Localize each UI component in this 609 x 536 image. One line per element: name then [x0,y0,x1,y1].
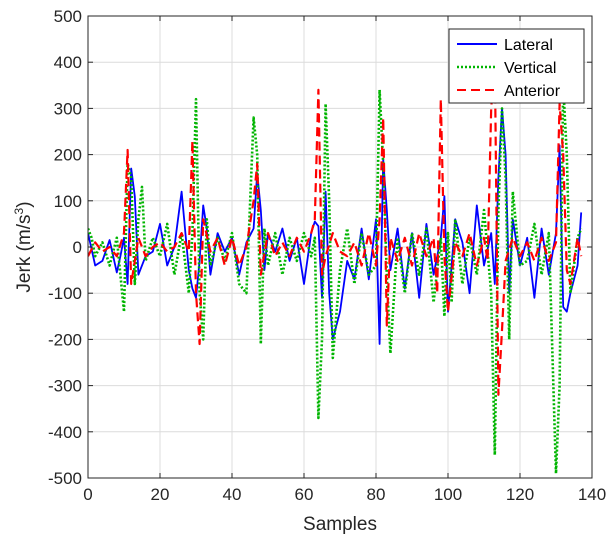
y-axis-label-main: Jerk (m/s [14,214,35,292]
y-tick-label: 300 [54,99,82,118]
x-tick-label: 40 [223,485,242,504]
axis-ticks [87,15,593,479]
x-tick-label: 80 [367,485,386,504]
y-tick-label: -400 [48,423,82,442]
legend-label-vertical: Vertical [504,60,556,77]
y-tick-label: -200 [48,330,82,349]
series-line-anterior [88,56,583,396]
legend-label-lateral: Lateral [504,37,553,54]
legend: Lateral Vertical Anterior [448,28,585,104]
y-tick-label: 500 [54,7,82,26]
y-tick-label: 0 [73,238,82,257]
x-tick-label: 120 [506,485,534,504]
y-axis-label-superscript: 3 [12,207,26,214]
y-tick-label: -100 [48,284,82,303]
y-tick-label: 400 [54,53,82,72]
legend-label-anterior: Anterior [504,83,561,100]
y-axis-label-suffix: ) [14,201,35,207]
x-tick-labels: 0 20 40 60 80 100 120 140 [83,485,606,504]
y-tick-label: -500 [48,469,82,488]
y-tick-label: 100 [54,192,82,211]
x-tick-label: 20 [151,485,170,504]
y-tick-label: -300 [48,377,82,396]
y-tick-label: 200 [54,146,82,165]
x-tick-label: 100 [434,485,462,504]
x-axis-label: Samples [303,514,377,535]
y-axis-label: Jerk (m/s3) [12,201,35,292]
x-tick-label: 140 [578,485,606,504]
series-line-vertical [88,84,583,475]
x-tick-label: 60 [295,485,314,504]
y-tick-labels: -500 -400 -300 -200 -100 0 100 200 300 400 500 [48,7,82,488]
plot-area [88,56,583,475]
x-tick-label: 0 [83,485,92,504]
